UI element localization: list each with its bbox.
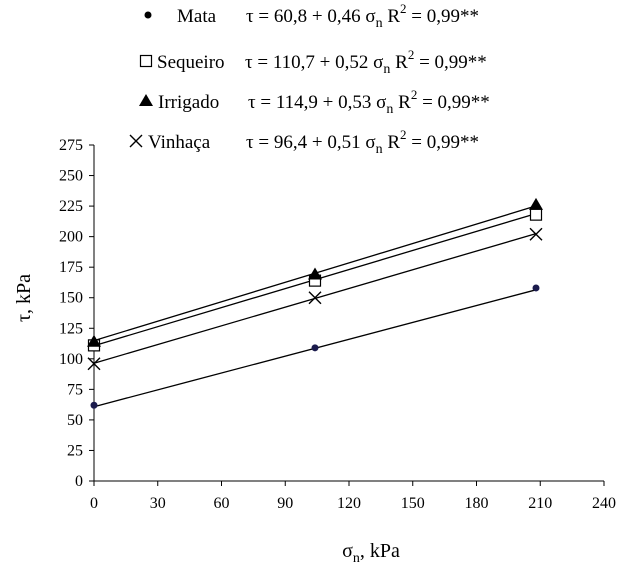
data-markers: [87, 197, 543, 409]
x-tick-label: 0: [90, 495, 98, 512]
y-tick-label: 175: [59, 259, 83, 276]
legend-equation: τ = 60,8 + 0,46 σn R2 = 0,99**: [246, 1, 479, 31]
y-tick-label: 125: [59, 320, 83, 337]
data-point: [529, 197, 543, 210]
data-point: [139, 54, 153, 68]
y-tick-label: 0: [75, 473, 83, 490]
y-tick-label: 150: [59, 290, 83, 307]
y-tick-label: 25: [67, 442, 83, 459]
data-point: [87, 357, 101, 371]
y-tick-label: 225: [59, 198, 83, 215]
legend-equation: τ = 114,9 + 0,53 σn R2 = 0,99**: [248, 87, 490, 117]
x-tick-label: 30: [150, 495, 166, 512]
data-point: [87, 334, 101, 347]
y-tick-label: 75: [67, 381, 83, 398]
y-axis-title: τ, kPa: [13, 274, 35, 322]
data-point: [139, 94, 153, 106]
data-point: [144, 11, 152, 19]
x-tick-label: 240: [592, 495, 616, 512]
legend-entry: Sequeiro τ = 110,7 + 0,52 σn R2 = 0,99**: [139, 47, 487, 77]
x-tick-label: 90: [277, 495, 293, 512]
x-axis-title: σn, kPa: [342, 540, 400, 566]
x-tick-label: 210: [528, 495, 552, 512]
legend-equation: τ = 110,7 + 0,52 σn R2 = 0,99**: [245, 47, 487, 77]
legend-entry: Irrigado τ = 114,9 + 0,53 σn R2 = 0,99**: [139, 87, 490, 117]
data-point: [90, 401, 98, 409]
legend-entry: Mata τ = 60,8 + 0,46 σn R2 = 0,99**: [144, 1, 479, 31]
data-point: [129, 134, 143, 148]
regression-lines: [93, 205, 537, 408]
y-tick-label: 275: [59, 137, 83, 154]
y-tick-label: 250: [59, 168, 83, 185]
x-tick-label: 180: [465, 495, 489, 512]
data-point: [308, 291, 322, 305]
data-point: [532, 284, 540, 292]
y-tick-label: 200: [59, 229, 83, 246]
legend-label: Vinhaça: [148, 132, 211, 153]
legend-equation: τ = 96,4 + 0,51 σn R2 = 0,99**: [246, 127, 479, 157]
y-tick-label: 100: [59, 351, 83, 368]
plot-axes: 0 25 50 75 100 125 150 175 200 225 250 275 0 30 60 90 12…: [59, 137, 616, 566]
x-tick-label: 60: [214, 495, 230, 512]
legend: Mata τ = 60,8 + 0,46 σn R2 = 0,99** Sequei…: [129, 1, 490, 157]
legend-entry: Vinhaça τ = 96,4 + 0,51 σn R2 = 0,99**: [129, 127, 479, 157]
legend-label: Mata: [177, 6, 217, 27]
x-tick-label: 120: [337, 495, 361, 512]
legend-label: Sequeiro: [157, 52, 225, 73]
data-point: [529, 208, 543, 221]
data-point: [311, 344, 319, 352]
x-tick-label: 150: [401, 495, 425, 512]
legend-label: Irrigado: [158, 92, 219, 113]
data-point: [529, 227, 543, 241]
y-tick-label: 50: [67, 412, 83, 429]
data-point: [308, 267, 322, 280]
